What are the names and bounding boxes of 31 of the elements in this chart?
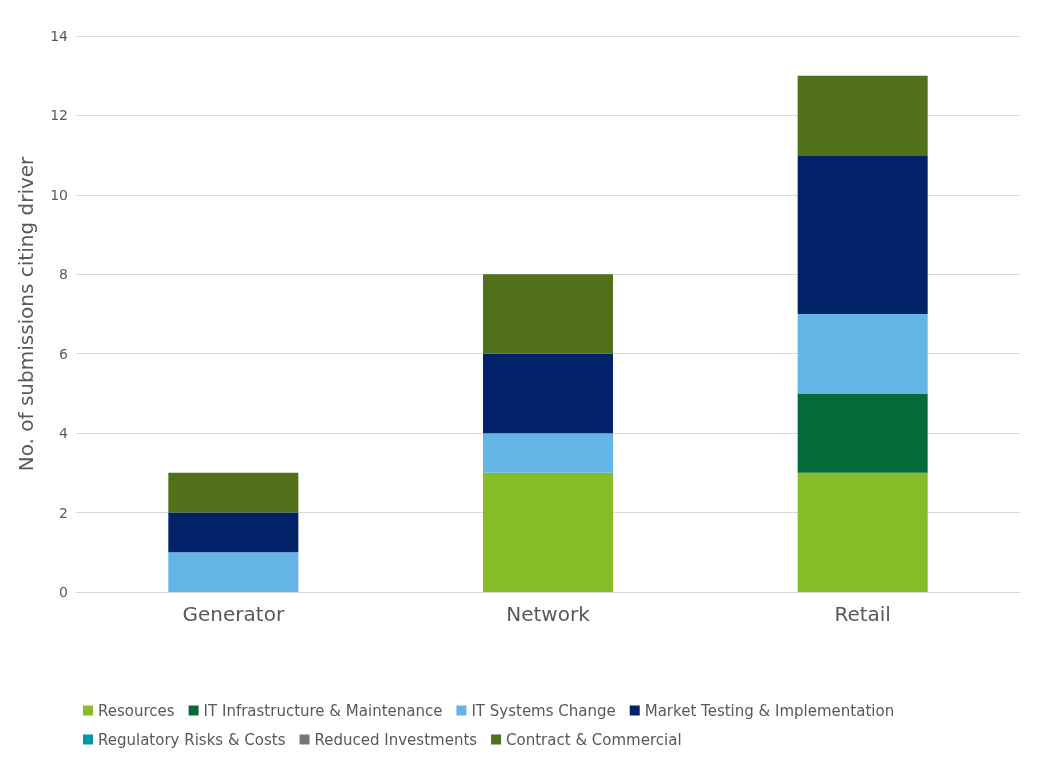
y-tick-label: 6: [59, 345, 69, 362]
bar: [483, 353, 613, 434]
bar: [797, 393, 928, 473]
legend-label: Contract & Commercial: [506, 730, 682, 749]
y-tick-label: 8: [59, 266, 68, 283]
legend-label: IT Infrastructure & Maintenance: [203, 701, 443, 720]
bar: [168, 552, 299, 592]
bar: [797, 472, 928, 592]
legend-label: Market Testing & Implementation: [644, 701, 895, 720]
x-tick-label: Network: [506, 602, 591, 626]
bar: [797, 75, 928, 156]
y-tick-label: 10: [50, 186, 68, 203]
bar: [483, 472, 613, 592]
legend-label: Resources: [98, 701, 175, 720]
y-axis-title: No. of submissions citing driver: [14, 155, 38, 472]
legend-label: Regulatory Risks & Costs: [98, 730, 286, 749]
y-tick-label: 0: [59, 584, 68, 600]
bar: [483, 433, 613, 473]
bar: [168, 512, 299, 553]
x-tick-label: Retail: [834, 602, 891, 626]
bar: [168, 472, 299, 513]
legend-label: Reduced Investments: [314, 730, 478, 749]
bar: [797, 314, 928, 394]
bar: [483, 274, 613, 354]
y-tick-label: 14: [50, 28, 69, 44]
y-tick-label: 2: [59, 504, 68, 521]
bar: [797, 155, 928, 314]
legend-label: IT Systems Change: [471, 701, 616, 720]
y-tick-label: 12: [50, 107, 68, 124]
x-tick-label: Generator: [182, 602, 285, 626]
y-tick-label: 4: [59, 425, 69, 442]
